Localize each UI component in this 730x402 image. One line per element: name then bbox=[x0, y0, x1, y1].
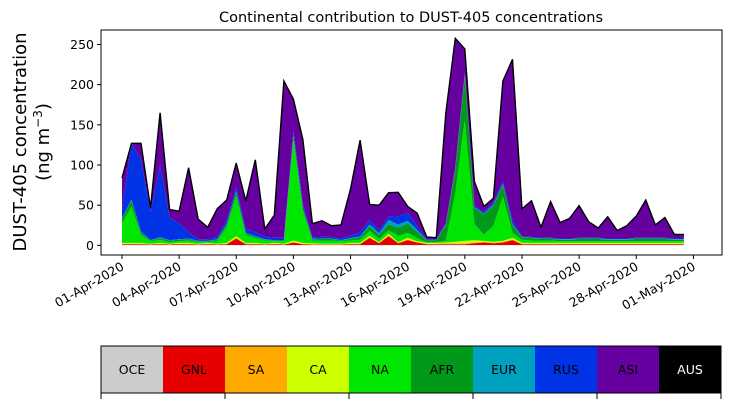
colorbar-swatch-afr bbox=[411, 346, 474, 393]
colorbar-label-sa: SA bbox=[248, 362, 265, 377]
colorbar-label-eur: EUR bbox=[491, 362, 517, 377]
plot-frame bbox=[100, 29, 723, 256]
y-axis-label: DUST-405 concentration (ng m−3) bbox=[10, 32, 54, 251]
colorbar-label-ca: CA bbox=[309, 362, 327, 377]
y-axis: 0 50 100 150 200 250 bbox=[70, 37, 101, 253]
colorbar-swatch-aus bbox=[659, 346, 722, 393]
colorbar-label-na: NA bbox=[371, 362, 389, 377]
y-tick-label: 0 bbox=[86, 238, 94, 253]
colorbar-swatch-eur bbox=[473, 346, 536, 393]
legend-colorbar: OCE GNL SA CA NA AFR EUR RUS ASI AUS bbox=[100, 345, 722, 399]
colorbar-frame bbox=[100, 345, 722, 394]
y-tick-label: 250 bbox=[70, 37, 94, 52]
colorbar-swatch-sa bbox=[225, 346, 288, 393]
colorbar-label-afr: AFR bbox=[430, 362, 455, 377]
colorbar-swatch-ca bbox=[287, 346, 350, 393]
y-tick-label: 200 bbox=[70, 77, 94, 92]
stacked-areas bbox=[122, 38, 684, 246]
y-tick-label: 50 bbox=[78, 198, 94, 213]
colorbar-label-rus: RUS bbox=[553, 362, 579, 377]
colorbar-label-gnl: GNL bbox=[181, 362, 207, 377]
y-axis-label-line2: (ng m−3) bbox=[31, 103, 54, 181]
colorbar-swatch-asi bbox=[597, 346, 660, 393]
colorbar-swatch-gnl bbox=[163, 346, 226, 393]
colorbar-swatch-rus bbox=[535, 346, 598, 393]
area-gnl bbox=[122, 236, 684, 245]
x-axis: 01-Apr-202004-Apr-202007-Apr-202010-Apr-… bbox=[52, 255, 698, 313]
total-line bbox=[121, 36, 684, 239]
y-tick-label: 100 bbox=[70, 158, 94, 173]
colorbar-label-oce: OCE bbox=[119, 362, 146, 377]
area-asi bbox=[122, 38, 684, 240]
area-ca bbox=[122, 233, 684, 245]
colorbar-swatch-na bbox=[349, 346, 412, 393]
y-tick-label: 150 bbox=[70, 117, 94, 132]
y-axis-label-line1: DUST-405 concentration bbox=[10, 32, 31, 251]
colorbar-label-aus: AUS bbox=[677, 362, 703, 377]
colorbar-label-asi: ASI bbox=[618, 362, 638, 377]
colorbar-swatch-oce bbox=[101, 346, 164, 393]
chart-title: Continental contribution to DUST-405 con… bbox=[219, 10, 603, 26]
area-rus bbox=[122, 73, 684, 241]
